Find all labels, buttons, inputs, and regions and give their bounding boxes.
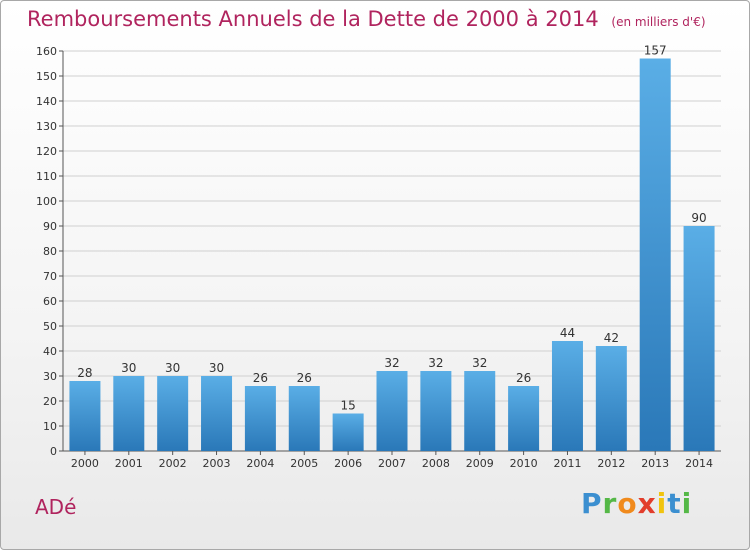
x-tick-label: 2003 <box>203 457 231 470</box>
bar <box>332 413 364 451</box>
x-tick-label: 2001 <box>115 457 143 470</box>
bar <box>464 371 496 451</box>
y-tick-label: 120 <box>36 145 57 158</box>
logo-letter: x <box>637 487 657 520</box>
x-tick-label: 2004 <box>246 457 274 470</box>
data-label: 26 <box>297 371 312 385</box>
y-tick-label: 30 <box>43 370 57 383</box>
x-tick-label: 2005 <box>290 457 318 470</box>
y-tick-label: 50 <box>43 320 57 333</box>
x-tick-label: 2012 <box>597 457 625 470</box>
data-label: 32 <box>384 356 399 370</box>
bar <box>157 376 189 451</box>
bar <box>420 371 452 451</box>
data-label: 42 <box>604 331 619 345</box>
data-label: 26 <box>253 371 268 385</box>
bar <box>508 386 540 451</box>
x-tick-label: 2013 <box>641 457 669 470</box>
logo-letter: P <box>581 487 603 520</box>
logo-letter: r <box>602 487 618 520</box>
bar <box>69 381 101 451</box>
bar <box>201 376 233 451</box>
y-tick-label: 70 <box>43 270 57 283</box>
y-tick-label: 110 <box>36 170 57 183</box>
bar <box>244 386 276 451</box>
y-tick-label: 20 <box>43 395 57 408</box>
logo-letter: o <box>617 487 638 520</box>
x-tick-label: 2009 <box>466 457 494 470</box>
logo-letter: i <box>681 487 693 520</box>
logo-letter: i <box>656 487 668 520</box>
x-tick-label: 2010 <box>510 457 538 470</box>
x-tick-label: 2000 <box>71 457 99 470</box>
x-tick-label: 2008 <box>422 457 450 470</box>
chart-title: Remboursements Annuels de la Dette de 20… <box>27 7 706 31</box>
bar <box>639 58 671 451</box>
data-label: 90 <box>691 211 706 225</box>
chart-subtitle: (en milliers d'€) <box>611 15 706 29</box>
data-label: 15 <box>340 399 355 413</box>
data-label: 32 <box>472 356 487 370</box>
bar <box>551 341 583 451</box>
y-tick-label: 130 <box>36 120 57 133</box>
x-tick-label: 2014 <box>685 457 713 470</box>
y-tick-label: 100 <box>36 195 57 208</box>
bar <box>288 386 320 451</box>
y-tick-label: 40 <box>43 345 57 358</box>
logo-letter: t <box>667 487 682 520</box>
bar <box>595 346 627 451</box>
data-label: 30 <box>165 361 180 375</box>
y-tick-label: 80 <box>43 245 57 258</box>
x-tick-label: 2007 <box>378 457 406 470</box>
y-tick-label: 150 <box>36 70 57 83</box>
bar <box>376 371 408 451</box>
data-label: 26 <box>516 371 531 385</box>
data-label: 30 <box>121 361 136 375</box>
y-tick-label: 140 <box>36 95 57 108</box>
y-tick-label: 0 <box>50 445 57 458</box>
data-label: 28 <box>77 366 92 380</box>
data-label: 32 <box>428 356 443 370</box>
data-label: 30 <box>209 361 224 375</box>
commune-name: ADé <box>35 495 77 519</box>
y-tick-label: 90 <box>43 220 57 233</box>
x-tick-label: 2002 <box>159 457 187 470</box>
y-tick-label: 60 <box>43 295 57 308</box>
data-label: 157 <box>644 44 667 58</box>
bar <box>683 226 715 451</box>
x-tick-label: 2006 <box>334 457 362 470</box>
bar <box>113 376 145 451</box>
data-label: 44 <box>560 326 575 340</box>
y-tick-label: 10 <box>43 420 57 433</box>
chart-title-text: Remboursements Annuels de la Dette de 20… <box>27 7 599 31</box>
x-tick-label: 2011 <box>553 457 581 470</box>
proxiti-logo: Proxiti <box>581 487 692 520</box>
y-tick-label: 160 <box>36 45 57 58</box>
